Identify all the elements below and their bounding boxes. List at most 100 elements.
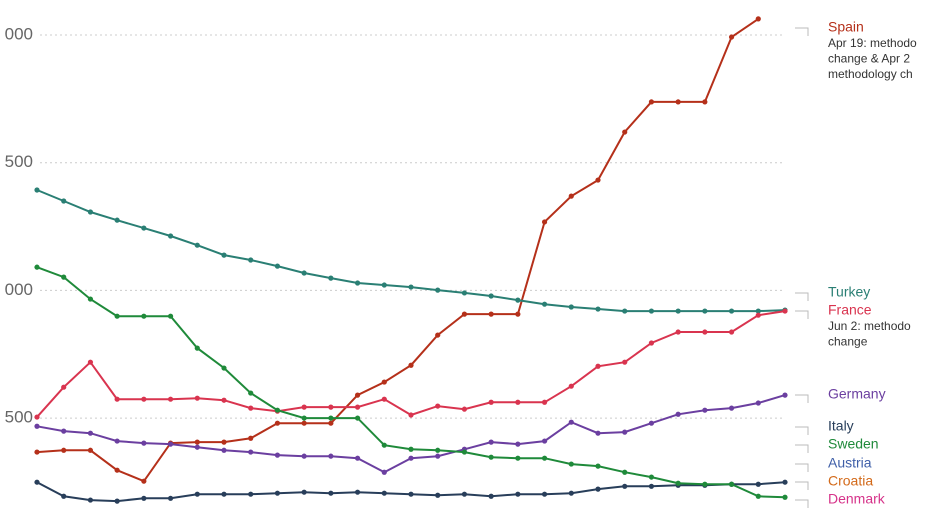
data-point <box>354 455 361 461</box>
data-point <box>728 329 735 335</box>
data-point <box>167 495 174 501</box>
data-point <box>461 406 468 412</box>
data-point <box>328 420 334 426</box>
data-point <box>328 275 334 281</box>
data-point <box>221 447 227 453</box>
data-point <box>728 34 735 40</box>
data-point <box>595 463 601 469</box>
data-point <box>381 396 387 402</box>
data-point <box>301 489 307 495</box>
data-point <box>87 359 94 365</box>
data-point <box>408 455 414 461</box>
data-point <box>675 411 681 417</box>
data-point <box>568 461 574 467</box>
data-point <box>488 439 494 445</box>
data-point <box>194 242 200 248</box>
data-point <box>728 308 735 314</box>
data-point <box>622 308 628 314</box>
data-point <box>541 438 548 444</box>
data-point <box>114 217 120 223</box>
data-point <box>408 446 414 452</box>
data-point <box>328 415 334 421</box>
data-point <box>274 263 281 269</box>
data-point <box>301 453 307 459</box>
data-point <box>61 274 67 280</box>
data-point <box>622 483 628 489</box>
data-point <box>194 345 200 351</box>
data-point <box>622 129 628 135</box>
data-point <box>568 419 574 425</box>
data-point <box>381 442 387 448</box>
data-point <box>354 415 361 421</box>
data-point <box>194 439 200 445</box>
data-point <box>435 492 441 498</box>
data-point <box>435 453 441 459</box>
data-point <box>461 290 468 296</box>
data-point <box>541 399 548 405</box>
data-point <box>702 481 708 487</box>
data-point <box>782 479 788 485</box>
data-point <box>61 198 67 204</box>
data-point <box>622 429 628 435</box>
data-point <box>221 397 227 403</box>
y-tick-label: 500 <box>5 408 33 427</box>
data-point <box>167 396 174 402</box>
data-point <box>87 296 94 302</box>
data-point <box>648 474 655 480</box>
label-connector <box>795 499 809 508</box>
label-connector <box>795 27 809 36</box>
data-point <box>301 404 307 410</box>
data-point <box>568 304 574 310</box>
label-connector <box>795 292 809 301</box>
data-point <box>541 455 548 461</box>
series-label: Sweden <box>828 436 879 452</box>
data-point <box>87 430 94 436</box>
data-point <box>541 219 548 225</box>
data-point <box>675 329 681 335</box>
data-point <box>61 428 67 434</box>
data-point <box>328 490 334 496</box>
data-point <box>702 407 708 413</box>
data-point <box>515 311 521 317</box>
data-point <box>461 491 468 497</box>
label-connector <box>795 463 809 472</box>
data-point <box>248 491 254 497</box>
series-line <box>36 189 786 313</box>
data-point <box>248 435 254 441</box>
label-connector <box>795 481 809 490</box>
data-point <box>167 441 174 447</box>
data-point <box>114 438 120 444</box>
data-point <box>408 362 414 368</box>
data-point <box>61 384 67 390</box>
series-line <box>36 266 786 499</box>
data-point <box>408 284 414 290</box>
data-point <box>675 308 681 314</box>
series-label: France <box>828 302 872 318</box>
data-point <box>622 359 628 365</box>
series-label: Croatia <box>828 473 873 489</box>
data-point <box>488 293 494 299</box>
data-point <box>702 99 708 105</box>
label-connector <box>795 444 809 453</box>
data-point <box>755 493 761 499</box>
data-point <box>381 379 387 385</box>
data-point <box>648 420 655 426</box>
data-point <box>301 415 307 421</box>
data-point <box>274 420 281 426</box>
data-point <box>354 489 361 495</box>
data-point <box>461 311 468 317</box>
data-point <box>248 405 254 411</box>
data-point <box>328 453 334 459</box>
series-label: Spain <box>828 19 864 35</box>
series-note: Jun 2: methodo <box>828 319 911 333</box>
y-tick-label: 000 <box>5 24 33 43</box>
data-point <box>782 308 788 314</box>
data-point <box>194 444 200 450</box>
data-point <box>595 177 601 183</box>
series-label: Turkey <box>828 284 870 300</box>
data-point <box>248 390 254 396</box>
series-note: change & Apr 2 <box>828 52 910 66</box>
data-point <box>87 209 94 215</box>
label-connector <box>795 310 809 319</box>
